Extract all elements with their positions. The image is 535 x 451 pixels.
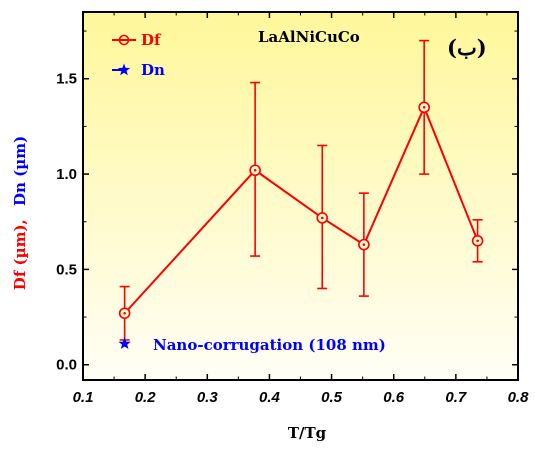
annotation-nano-corrugation: Nano-corrugation (108 nm) <box>153 336 386 354</box>
df-point-center <box>253 168 257 172</box>
y-tick-label: 0.0 <box>56 357 77 374</box>
x-tick-label: 0.3 <box>197 389 219 406</box>
x-tick-label: 0.1 <box>73 389 94 406</box>
y-tick-label: 0.5 <box>56 261 77 278</box>
x-tick-label: 0.2 <box>135 389 157 406</box>
y-axis-label: Df (µm), Dn (µm) <box>11 136 29 290</box>
legend-dn-label: Dn <box>141 61 165 79</box>
x-tick-label: 0.5 <box>321 389 343 406</box>
df-point-center <box>422 106 426 109</box>
df-point-center <box>320 216 324 220</box>
legend-dn-marker <box>117 63 131 76</box>
y-tick-label: 1.5 <box>56 71 77 88</box>
legend: Df Dn <box>112 31 165 79</box>
legend-df-label: Df <box>141 31 162 49</box>
corner-label: (ب) <box>447 35 487 60</box>
marks-group <box>118 39 484 350</box>
legend-df-marker-dot <box>122 38 126 42</box>
x-tick-label: 0.4 <box>259 389 281 406</box>
dn-point <box>118 337 131 350</box>
x-tick-label: 0.6 <box>383 389 405 406</box>
plot-area <box>83 12 518 380</box>
y-tick-label: 1.0 <box>56 166 77 183</box>
legend-df-marker <box>118 34 130 46</box>
df-point-center <box>362 243 366 246</box>
df-series-line <box>123 104 479 314</box>
df-point-center <box>476 239 479 243</box>
x-tick-label: 0.7 <box>445 389 467 406</box>
chart-title: LaAlNiCuCo <box>258 28 360 46</box>
y-axis-label-dn: Dn (µm) <box>11 136 29 206</box>
x-tick-label: 0.8 <box>508 389 530 406</box>
y-axis-label-df: Df (µm), <box>11 219 29 290</box>
x-axis-label: T/Tg <box>288 424 327 442</box>
axes-group: 0.1 0.2 0.3 0.4 0.5 0.6 0.7 0.8 0.0 0.5 1.0 1.5 <box>56 12 529 406</box>
df-point-center <box>123 311 126 315</box>
